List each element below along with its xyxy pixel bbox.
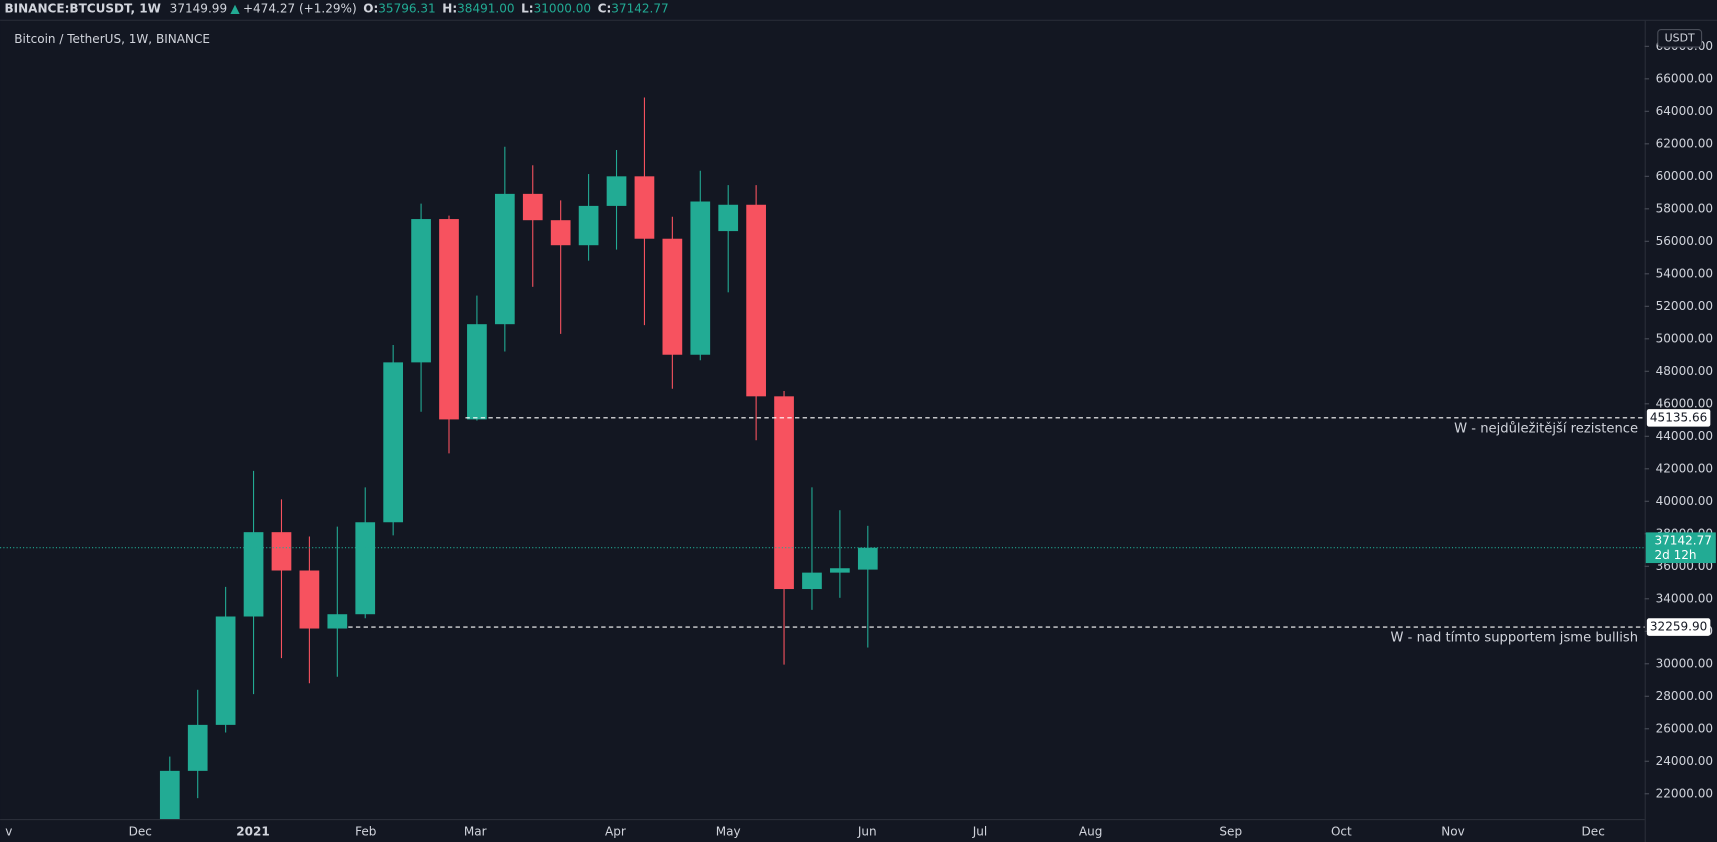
candle-body [355, 522, 376, 615]
header-text: 38491.00 [457, 1, 514, 15]
x-tick-label: Nov [1441, 825, 1464, 839]
level-badge [1646, 409, 1711, 427]
x-tick-label: Dec [1582, 825, 1605, 839]
y-tick-label: 48000.00 [1656, 364, 1713, 378]
candle-body [439, 219, 459, 420]
candle-body [467, 324, 487, 420]
x-tick-label: Dec [129, 825, 152, 839]
candle-body [802, 572, 822, 590]
y-tick-label: 34000.00 [1656, 591, 1713, 605]
symbol: BINANCE:BTCUSDT, 1W [4, 1, 160, 15]
y-tick-label: 60000.00 [1656, 169, 1713, 183]
candle-body [578, 205, 599, 246]
header-text: 37142.77 [611, 1, 668, 15]
candle-body [215, 616, 236, 725]
candle-body [243, 532, 264, 617]
y-tick-label: 46000.00 [1656, 396, 1713, 410]
currency: USDT [1665, 31, 1695, 44]
header-text: O: [363, 1, 378, 15]
y-tick-label: 52000.00 [1656, 299, 1713, 313]
x-tick-label: Apr [605, 825, 626, 839]
legend-title: Bitcoin / TetherUS, 1W, BINANCE [14, 32, 210, 46]
candle-body [550, 220, 571, 246]
candle-body [606, 176, 627, 206]
plot [159, 97, 878, 820]
y-tick-label: 58000.00 [1656, 201, 1713, 215]
candle-body [327, 614, 348, 629]
y-tick-label: 24000.00 [1656, 754, 1713, 768]
candle-body [830, 568, 850, 573]
header-text: ▲ [230, 1, 240, 15]
candle-body [746, 204, 766, 397]
x-tick-label: Mar [464, 825, 487, 839]
last-price-badge [1645, 532, 1716, 564]
y-tick-label: 40000.00 [1656, 494, 1713, 508]
candle-body [187, 724, 208, 771]
level-badge [1646, 618, 1711, 636]
level-label: 45135.66 [1650, 410, 1707, 424]
x-tick-label: v [5, 825, 12, 839]
header-text: +474.27 (+1.29%) [243, 1, 357, 15]
countdown: 2d 12h [1655, 548, 1697, 562]
candle-body [383, 362, 404, 523]
y-tick-label: 54000.00 [1656, 266, 1713, 280]
x-tick-label: Oct [1331, 825, 1352, 839]
y-tick-label: 62000.00 [1656, 136, 1713, 150]
candle-body [271, 532, 292, 571]
y-tick-label: 22000.00 [1656, 786, 1713, 800]
y-tick-label: 28000.00 [1656, 689, 1713, 703]
header-text: 31000.00 [534, 1, 591, 15]
candle-body [522, 193, 543, 221]
y-tick-label: 50000.00 [1656, 331, 1713, 345]
currency-badge [1657, 29, 1703, 48]
x-tick-label: Aug [1079, 825, 1103, 839]
candle-body [634, 176, 655, 239]
y-tick-label: 64000.00 [1656, 104, 1713, 118]
x-tick-label: Jul [972, 825, 988, 839]
x-tick-label: Jun [857, 825, 877, 839]
header-text: 35796.31 [378, 1, 435, 15]
y-tick-label: 56000.00 [1656, 234, 1713, 248]
x-tick-label: May [716, 825, 741, 839]
candle-body [299, 570, 320, 629]
level-note: W - nad tímto supportem jsme bullish [1391, 631, 1639, 646]
level-label: 32259.90 [1650, 620, 1707, 634]
header-text: C: [598, 1, 612, 15]
y-tick-label: 42000.00 [1656, 461, 1713, 475]
candle-body [774, 396, 794, 590]
y-tick-label: 26000.00 [1656, 721, 1713, 735]
level-note: W - nejdůležitější rezistence [1454, 421, 1638, 436]
candle-body [159, 770, 180, 820]
candle-body [494, 193, 515, 325]
header-text: H: [442, 1, 457, 15]
x-tick-label: Sep [1219, 825, 1242, 839]
y-tick-label: 66000.00 [1656, 71, 1713, 85]
candle-body [690, 201, 711, 355]
y-tick-label: 44000.00 [1656, 429, 1713, 443]
x-tick-label: 2021 [236, 825, 270, 839]
header: BINANCE:BTCUSDT, 1W 37149.99 ▲ +474.27 (+1… [4, 1, 668, 15]
candle-body [411, 219, 431, 363]
x-tick-label: Feb [355, 825, 376, 839]
header-text: 37149.99 [170, 1, 227, 15]
y-tick-label: 30000.00 [1656, 656, 1713, 670]
last-price-label: 37142.77 [1655, 534, 1712, 548]
candle-body [857, 547, 878, 570]
header-text: L: [521, 1, 533, 15]
candle-body [718, 204, 739, 232]
candle-body [662, 238, 683, 355]
